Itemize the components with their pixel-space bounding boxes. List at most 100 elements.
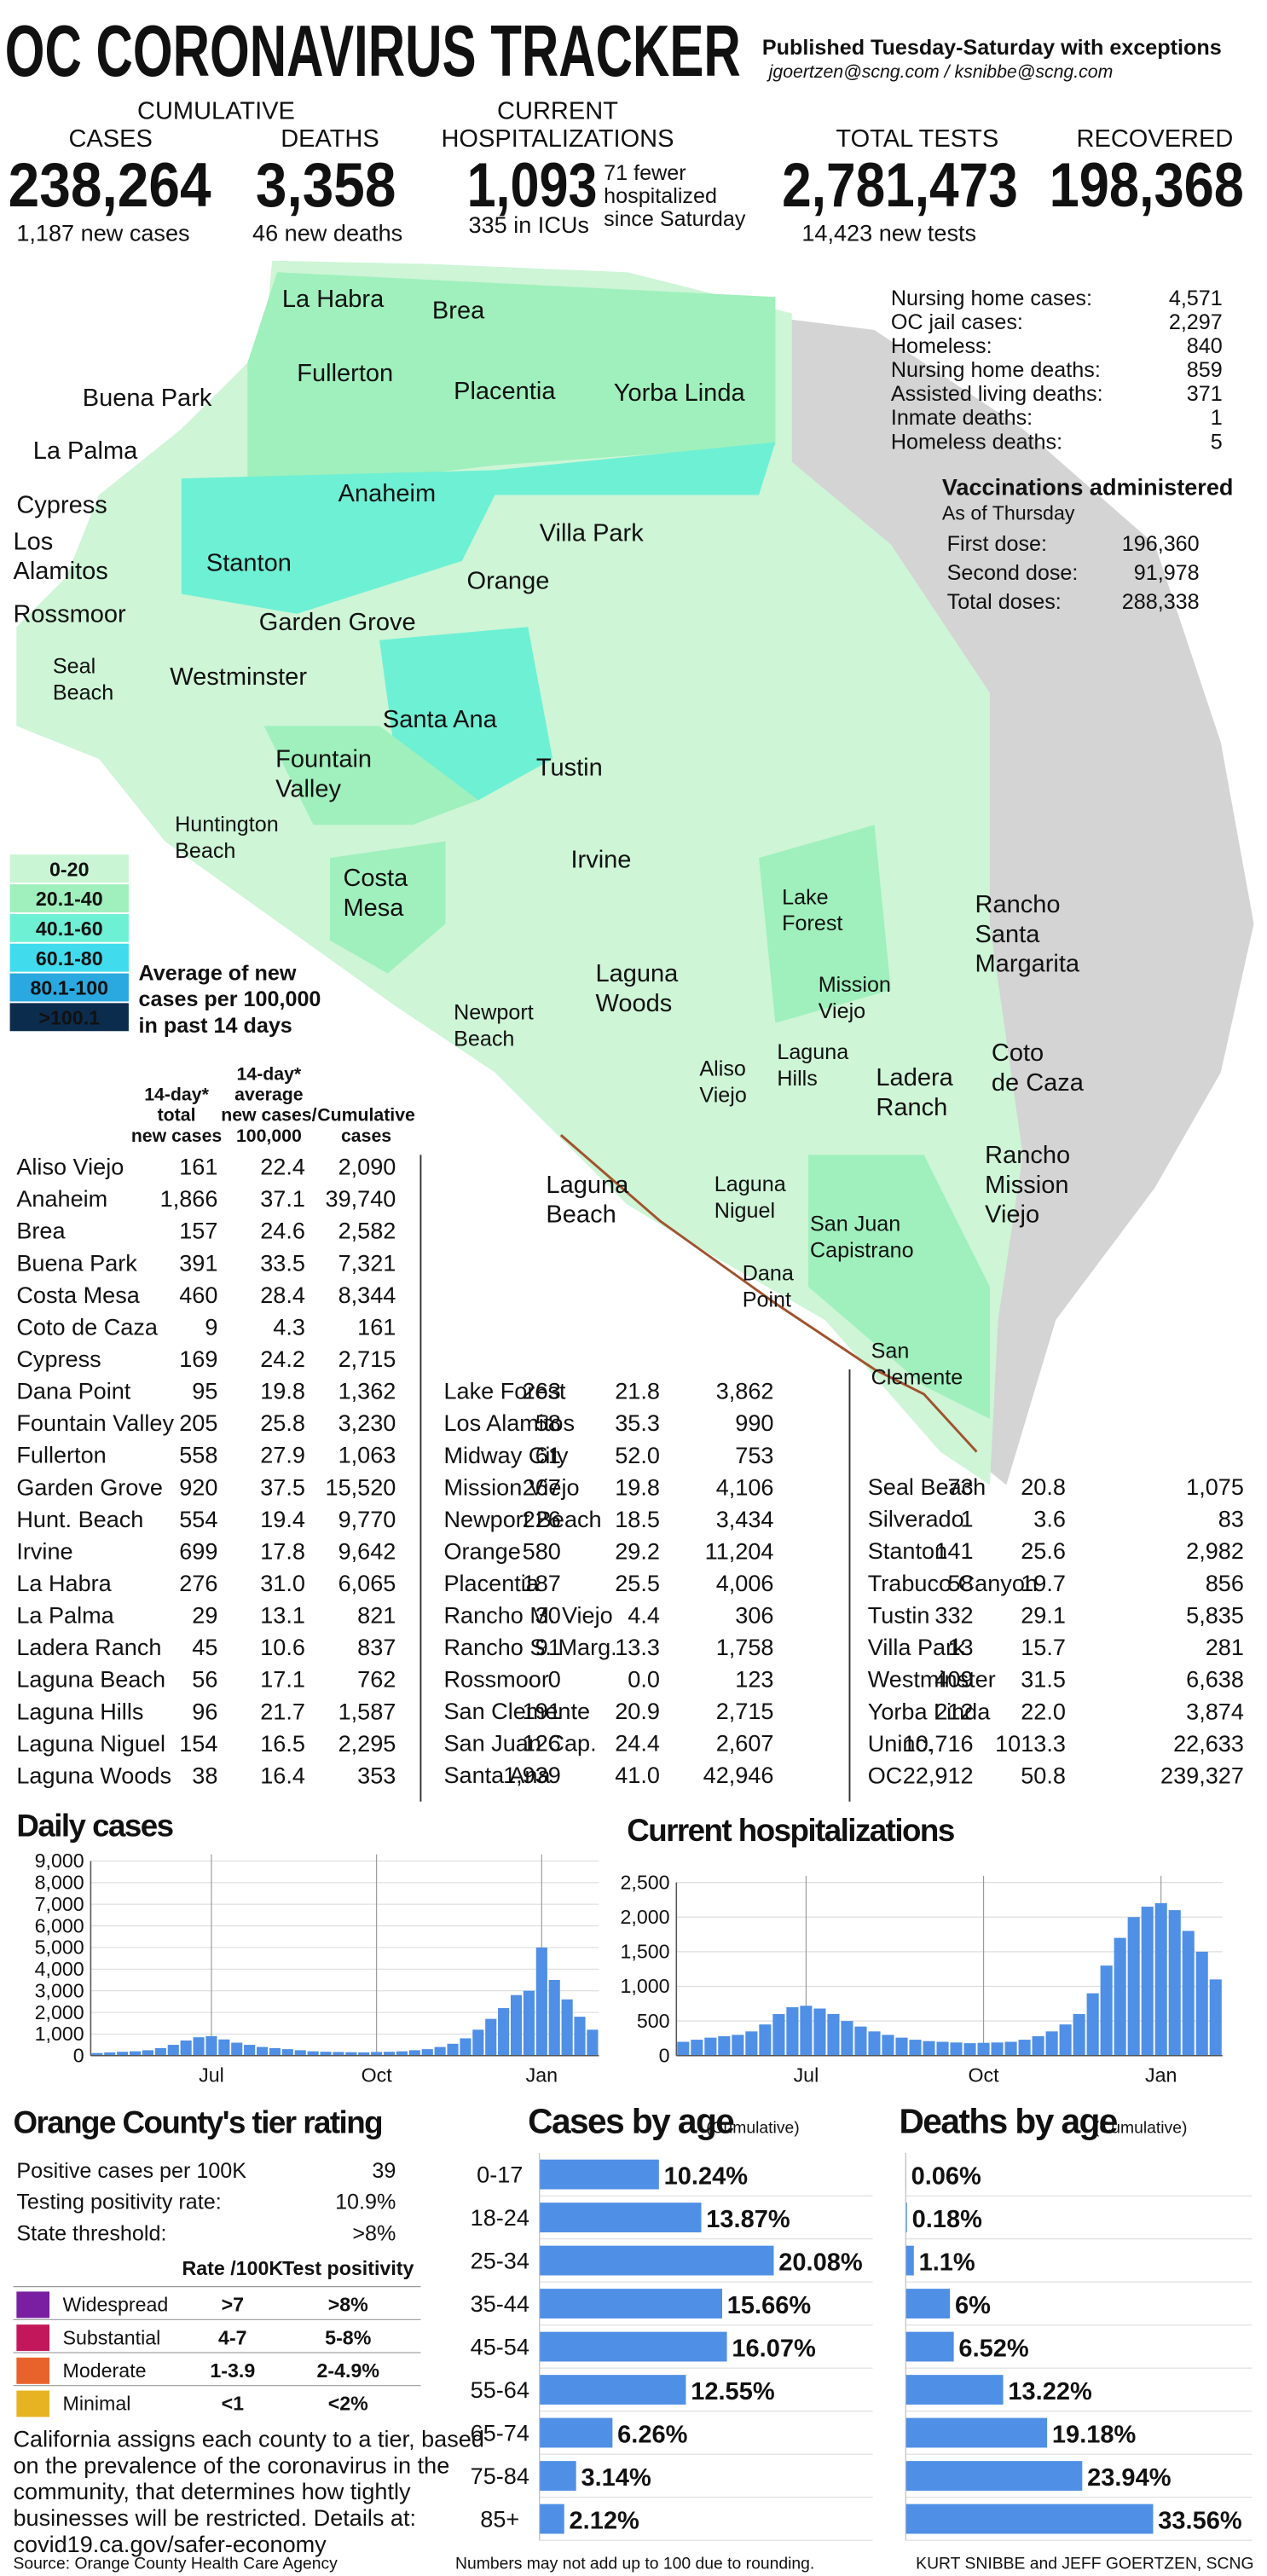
bar: [905, 2461, 1083, 2491]
map-label: Viejo: [819, 999, 865, 1023]
tier-positivity: 5-8%: [325, 2326, 372, 2348]
bar: [786, 2006, 799, 2056]
table-cell: 24.4: [615, 1730, 660, 1757]
bar: [1168, 1910, 1181, 2056]
bar: [1045, 2031, 1058, 2056]
map-label: Garden Grove: [259, 609, 416, 636]
value-label: 20.08%: [778, 2249, 863, 2277]
bar: [813, 2008, 826, 2056]
table-row-label: Placentia: [443, 1570, 539, 1596]
bar: [345, 2052, 357, 2056]
map-label: San: [871, 1339, 910, 1363]
stat-note: hospitalized: [604, 184, 717, 208]
map-label: Santa: [975, 921, 1041, 948]
map-label: Huntington: [175, 813, 279, 836]
map-label: Placentia: [454, 378, 556, 405]
table-cell: 2,715: [338, 1346, 396, 1372]
table-row-label: Dana Point: [16, 1378, 130, 1404]
map: [16, 260, 1254, 1485]
bar: [396, 2051, 408, 2056]
value-label: 2.12%: [570, 2508, 639, 2535]
lake-forest-area: [759, 825, 891, 1023]
table-row-label: La Palma: [16, 1602, 114, 1629]
tier-note: businesses will be restricted. Details a…: [13, 2504, 416, 2531]
table-cell: 1: [961, 1506, 974, 1532]
table-cell: 9,642: [338, 1537, 396, 1564]
vacc-value: 91,978: [1134, 561, 1200, 585]
y-tick-label: 1,000: [620, 1975, 669, 1997]
value-label: 6.52%: [958, 2336, 1028, 2363]
table-row-label: Mission Viejo: [443, 1473, 579, 1500]
table-cell: 4.3: [273, 1313, 305, 1340]
table-header: 14-day*: [237, 1063, 302, 1084]
map-label: Yorba Linda: [614, 379, 746, 407]
table-cell: 263: [523, 1378, 561, 1404]
table-cell: 762: [357, 1666, 396, 1693]
y-tick-label: 75-84: [471, 2463, 529, 2489]
table-cell: 920: [179, 1473, 217, 1500]
vacc-label: First dose:: [947, 532, 1047, 556]
table-row-label: Los Alamitos: [443, 1410, 575, 1436]
table-cell: 10.6: [260, 1634, 305, 1660]
side-value: 2,297: [1169, 310, 1223, 334]
table-cell: 22,633: [1173, 1730, 1244, 1757]
table-cell: 3,434: [716, 1506, 774, 1532]
x-tick-label: Jan: [1145, 2064, 1177, 2087]
value-label: 0.06%: [911, 2163, 981, 2191]
map-label: Niguel: [714, 1199, 775, 1223]
table-cell: 16.5: [260, 1730, 305, 1757]
table-cell: 30: [535, 1601, 561, 1628]
map-label: Mission: [985, 1172, 1068, 1199]
table-row-label: Buena Park: [16, 1249, 137, 1276]
bar: [1100, 1965, 1113, 2056]
table-row-label: Brea: [16, 1218, 66, 1244]
santa-ana-area: [379, 627, 553, 801]
side-label: Assisted living deaths:: [891, 382, 1103, 406]
table-row-label: Laguna Woods: [16, 1762, 171, 1788]
map-label: Costa: [343, 865, 408, 892]
subtitle: Published Tuesday-Saturday with exceptio…: [762, 36, 1222, 60]
side-value: 859: [1187, 358, 1223, 382]
table-row-label: Coto de Caza: [16, 1313, 159, 1340]
table-cell: 39,740: [326, 1185, 396, 1212]
bar: [923, 2041, 935, 2056]
legend-swatch: [9, 1003, 129, 1032]
side-value: 371: [1187, 382, 1223, 406]
tier-positivity: <2%: [328, 2393, 368, 2415]
map-label: Beach: [175, 839, 235, 863]
value-label: 33.56%: [1158, 2508, 1242, 2535]
map-label: Alamitos: [13, 558, 107, 585]
bar: [909, 2040, 922, 2056]
bar: [539, 2504, 564, 2534]
side-value: 1: [1211, 406, 1223, 430]
bar: [117, 2052, 129, 2056]
stat-heading: CURRENT: [497, 97, 618, 124]
bar: [1209, 1979, 1222, 2056]
table-cell: 21.7: [260, 1698, 305, 1724]
bar: [732, 2035, 744, 2056]
y-tick-label: 4,000: [35, 1958, 84, 1980]
value-label: 23.94%: [1087, 2464, 1172, 2492]
bar: [256, 2046, 269, 2056]
y-tick-label: 0: [73, 2045, 84, 2067]
stat-label: RECOVERED: [1077, 125, 1234, 153]
table-row-label: Rossmoor: [443, 1666, 548, 1693]
table-cell: 3,874: [1186, 1698, 1244, 1724]
stat-sub: 46 new deaths: [252, 219, 402, 246]
table-cell: 37.5: [260, 1473, 305, 1500]
bar: [539, 2417, 613, 2448]
table-row-label: San Clemente: [443, 1698, 590, 1724]
table-row-label: Irvine: [16, 1537, 72, 1564]
x-tick-label: Jul: [794, 2064, 819, 2087]
table-cell: 13: [947, 1634, 973, 1660]
map-label: Westminster: [170, 663, 307, 691]
value-label: 6.26%: [617, 2422, 687, 2449]
map-label: Newport: [454, 1001, 534, 1025]
table-cell: 41.0: [615, 1762, 660, 1788]
side-label: Homeless deaths:: [891, 430, 1062, 454]
table-row-label: Villa Park: [868, 1634, 965, 1660]
map-label: Viejo: [985, 1201, 1039, 1229]
y-tick-label: 45-54: [471, 2334, 529, 2360]
map-label: Seal: [53, 654, 95, 678]
